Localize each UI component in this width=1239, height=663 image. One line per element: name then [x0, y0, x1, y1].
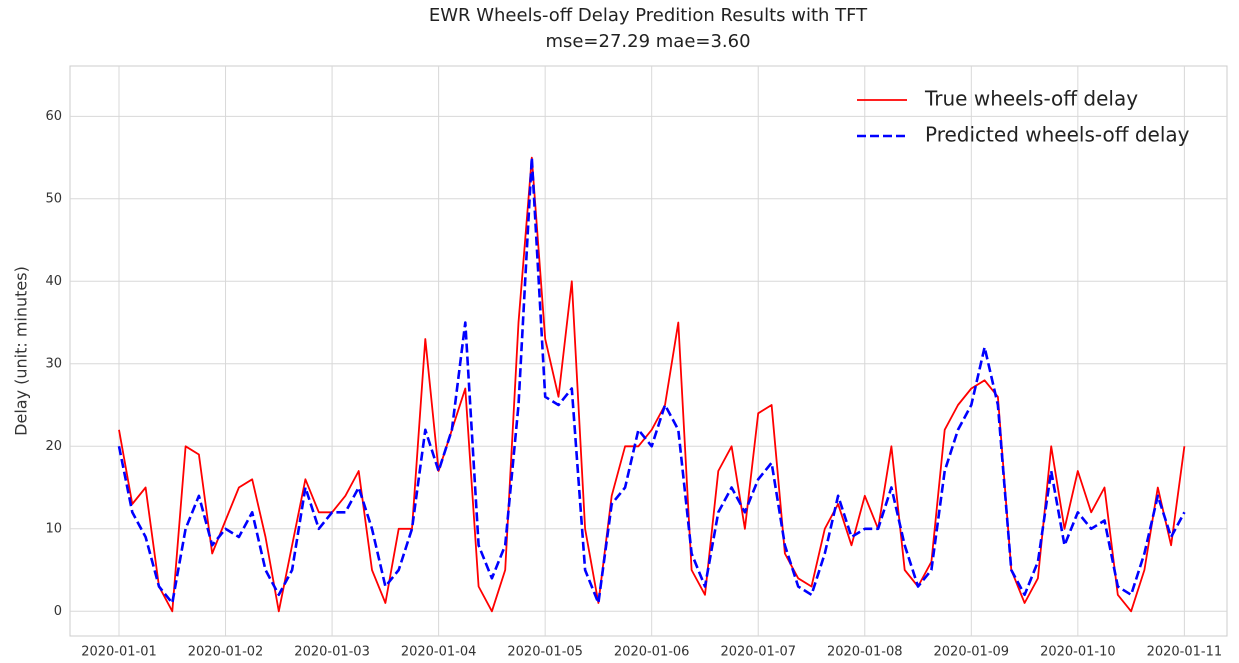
x-tick-label: 2020-01-01 — [81, 645, 157, 660]
x-tick-label: 2020-01-06 — [614, 645, 690, 660]
x-tick-label: 2020-01-03 — [294, 645, 370, 660]
x-tick-label: 2020-01-08 — [827, 645, 903, 660]
y-tick-label: 0 — [54, 604, 62, 619]
x-tick-label: 2020-01-02 — [188, 645, 264, 660]
x-tick-label: 2020-01-09 — [934, 645, 1010, 660]
y-tick-label: 10 — [45, 521, 62, 536]
y-tick-label: 50 — [45, 191, 62, 206]
y-tick-label: 30 — [45, 356, 62, 371]
x-tick-label: 2020-01-04 — [401, 645, 477, 660]
y-tick-label: 20 — [45, 439, 62, 454]
series-line — [117, 156, 1186, 605]
x-tick-label: 2020-01-11 — [1147, 645, 1223, 660]
chart-title: EWR Wheels-off Delay Predition Results w… — [429, 5, 868, 26]
legend-label: Predicted wheels-off delay — [925, 123, 1190, 147]
chart-subtitle: mse=27.29 mae=3.60 — [545, 31, 750, 52]
y-axis-label: Delay (unit: minutes) — [12, 266, 31, 436]
y-tick-label: 60 — [45, 109, 62, 124]
x-tick-label: 2020-01-07 — [720, 645, 796, 660]
x-tick-label: 2020-01-05 — [507, 645, 583, 660]
plot-frame — [69, 65, 1228, 637]
y-tick-label: 40 — [45, 274, 62, 289]
x-tick-label: 2020-01-10 — [1040, 645, 1116, 660]
legend-label: True wheels-off delay — [924, 87, 1138, 111]
